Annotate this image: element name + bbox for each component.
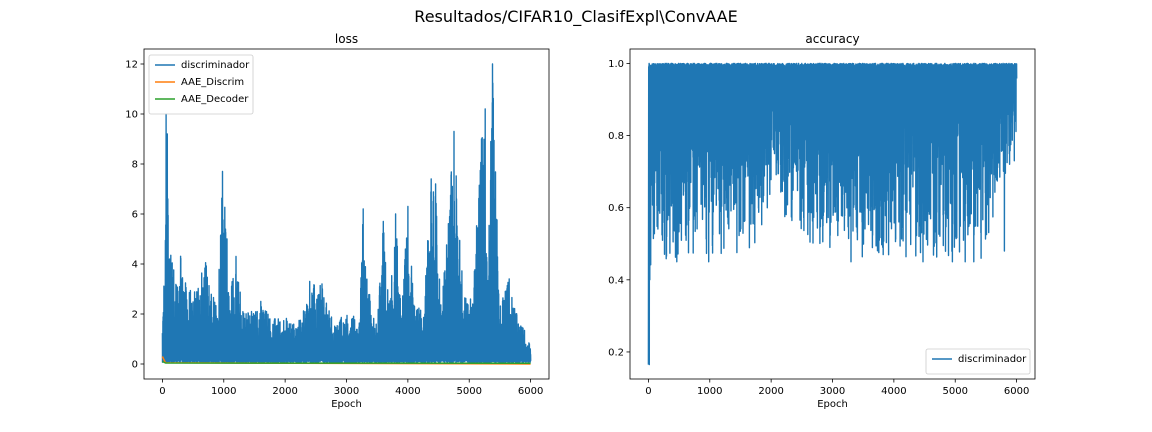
x-tick-label: 2000	[758, 386, 783, 397]
loss-chart: loss 0 1000 2000 3000 4000 5000 6000 0 2 4 6 8 10 12 Ep…	[125, 32, 550, 410]
y-tick-label: 0.4	[608, 275, 624, 286]
series-line-discriminador	[647, 62, 1018, 366]
legend-label: AAE_Decoder	[181, 94, 249, 105]
x-tick-label: 0	[159, 386, 165, 397]
plot-area	[647, 62, 1018, 366]
x-tick-label: 5000	[943, 386, 968, 397]
y-tick-label: 0.6	[608, 203, 624, 214]
x-tick-label: 6000	[1004, 386, 1029, 397]
x-tick-label: 5000	[457, 386, 482, 397]
y-tick-label: 0.2	[608, 347, 624, 358]
y-tick-label: 1.0	[608, 59, 624, 70]
legend-label: discriminador	[181, 60, 250, 71]
y-tick-label: 12	[125, 60, 138, 71]
x-tick-label: 4000	[395, 386, 420, 397]
legend: discriminador AAE_Discrim AAE_Decoder	[148, 54, 254, 115]
series-line-aae-decoder	[162, 360, 531, 365]
y-tick-label: 0	[132, 360, 138, 371]
y-tick-label: 4	[132, 260, 138, 271]
y-tick-label: 8	[132, 160, 138, 171]
chart-title: loss	[335, 32, 358, 46]
x-tick-label: 4000	[881, 386, 906, 397]
x-tick-label: 3000	[334, 386, 359, 397]
x-axis-label: Epoch	[817, 399, 848, 410]
x-tick-label: 1000	[211, 386, 236, 397]
legend-box	[925, 348, 1031, 375]
y-tick-label: 6	[132, 210, 138, 221]
chart-title: accuracy	[805, 32, 859, 46]
legend-label: discriminador	[958, 354, 1027, 365]
x-tick-label: 3000	[820, 386, 845, 397]
x-tick-label: 2000	[272, 386, 297, 397]
y-tick-label: 10	[125, 110, 138, 121]
legend-label: AAE_Discrim	[181, 77, 244, 88]
accuracy-chart: accuracy 0 1000 2000 3000 4000 5000 6000 0.2 0.4 0…	[608, 32, 1036, 410]
x-tick-label: 0	[645, 386, 651, 397]
figure-suptitle: Resultados/CIFAR10_ClasifExpl\ConvAAE	[414, 7, 737, 27]
x-tick-label: 1000	[697, 386, 722, 397]
legend: discriminador	[925, 348, 1031, 375]
series-line-discriminador	[161, 63, 532, 364]
plot-area	[161, 63, 532, 365]
y-tick-label: 2	[132, 310, 138, 321]
x-tick-label: 6000	[518, 386, 543, 397]
y-tick-label: 0.8	[608, 131, 624, 142]
x-axis-label: Epoch	[331, 399, 362, 410]
